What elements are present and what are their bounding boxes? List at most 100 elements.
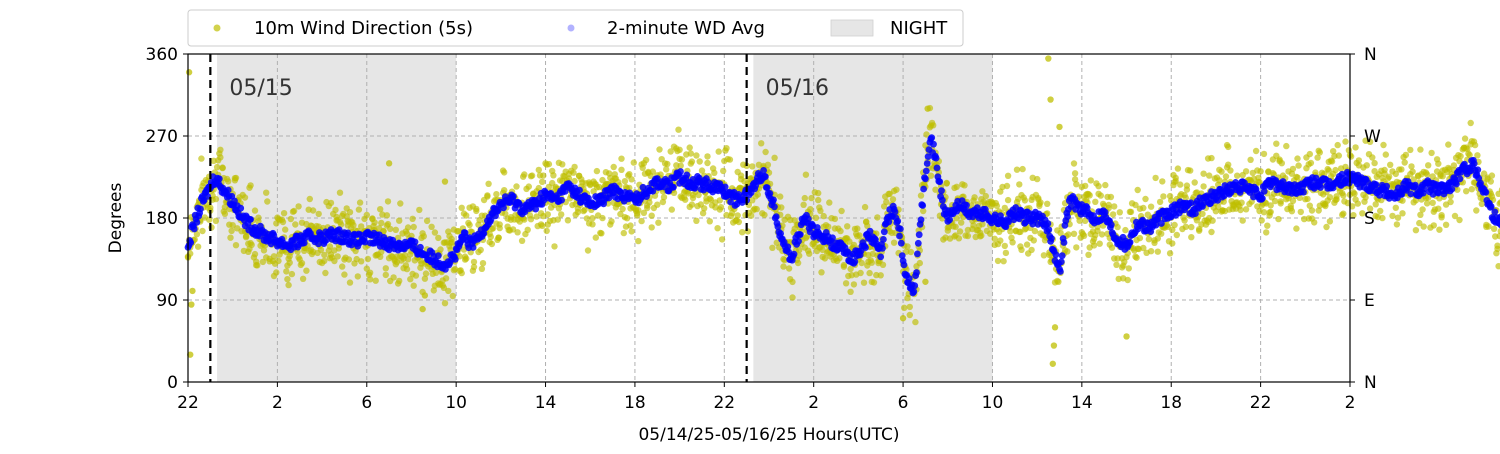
raw-wind-point	[917, 260, 923, 266]
raw-wind-point	[489, 241, 495, 247]
avg-wind-point	[881, 228, 888, 235]
raw-wind-point	[598, 230, 604, 236]
raw-wind-point	[796, 247, 802, 253]
raw-wind-point	[754, 206, 760, 212]
raw-wind-point	[1413, 227, 1419, 233]
raw-wind-point	[1082, 183, 1088, 189]
raw-wind-point	[416, 207, 422, 213]
raw-wind-point	[622, 178, 628, 184]
raw-wind-point	[1424, 171, 1430, 177]
raw-wind-point	[727, 156, 733, 162]
raw-wind-point	[1142, 196, 1148, 202]
raw-wind-point	[1317, 149, 1323, 155]
raw-wind-point	[1047, 96, 1053, 102]
raw-wind-point	[471, 259, 477, 265]
raw-wind-point	[1022, 197, 1028, 203]
raw-wind-point	[676, 147, 682, 153]
avg-wind-point	[930, 141, 937, 148]
raw-wind-point	[1447, 199, 1453, 205]
x-tick-label: 14	[535, 393, 557, 413]
raw-wind-point	[1468, 120, 1474, 126]
right-tick-label: N	[1364, 45, 1377, 65]
raw-wind-point	[707, 218, 713, 224]
raw-wind-point	[254, 262, 260, 268]
legend-avg-marker	[568, 25, 575, 32]
raw-wind-point	[1472, 142, 1478, 148]
raw-wind-point	[1173, 175, 1179, 181]
raw-wind-point	[844, 223, 850, 229]
raw-wind-point	[585, 247, 591, 253]
raw-wind-point	[385, 198, 391, 204]
raw-wind-point	[1098, 192, 1104, 198]
raw-wind-point	[1275, 216, 1281, 222]
right-tick-label: S	[1364, 209, 1375, 229]
raw-wind-point	[693, 152, 699, 158]
raw-wind-point	[718, 204, 724, 210]
raw-wind-point	[907, 312, 913, 318]
raw-wind-point	[1187, 167, 1193, 173]
raw-wind-point	[678, 163, 684, 169]
raw-wind-point	[687, 144, 693, 150]
avg-wind-point	[880, 236, 887, 243]
raw-wind-point	[337, 190, 343, 196]
raw-wind-point	[1495, 191, 1500, 197]
avg-wind-point	[247, 216, 254, 223]
raw-wind-point	[525, 227, 531, 233]
raw-wind-point	[815, 190, 821, 196]
raw-wind-point	[813, 215, 819, 221]
raw-wind-point	[1469, 186, 1475, 192]
raw-wind-point	[749, 163, 755, 169]
raw-wind-point	[1223, 173, 1229, 179]
raw-wind-point	[1238, 200, 1244, 206]
raw-wind-point	[350, 222, 356, 228]
raw-wind-point	[1298, 209, 1304, 215]
raw-wind-point	[1113, 262, 1119, 268]
raw-wind-point	[1092, 199, 1098, 205]
raw-wind-point	[994, 203, 1000, 209]
raw-wind-point	[409, 216, 415, 222]
raw-wind-point	[631, 159, 637, 165]
avg-wind-point	[892, 209, 899, 216]
avg-wind-point	[1108, 221, 1115, 228]
raw-wind-point	[405, 224, 411, 230]
raw-wind-point	[611, 164, 617, 170]
raw-wind-point	[1272, 198, 1278, 204]
raw-wind-point	[550, 172, 556, 178]
raw-wind-point	[295, 203, 301, 209]
raw-wind-point	[1355, 200, 1361, 206]
avg-wind-point	[919, 202, 926, 209]
raw-wind-point	[1463, 188, 1469, 194]
raw-wind-point	[1200, 183, 1206, 189]
raw-wind-point	[891, 240, 897, 246]
raw-wind-point	[649, 213, 655, 219]
raw-wind-point	[396, 278, 402, 284]
raw-wind-point	[1117, 209, 1123, 215]
raw-wind-point	[1024, 241, 1030, 247]
raw-wind-point	[847, 289, 853, 295]
raw-wind-point	[649, 224, 655, 230]
raw-wind-point	[961, 182, 967, 188]
raw-wind-point	[495, 235, 501, 241]
raw-wind-point	[1386, 174, 1392, 180]
raw-wind-point	[716, 148, 722, 154]
raw-wind-point	[646, 199, 652, 205]
x-axis-label: 05/14/25-05/16/25 Hours(UTC)	[638, 425, 899, 445]
x-tick-label: 2	[808, 393, 819, 413]
avg-wind-point	[915, 240, 922, 247]
raw-wind-point	[1377, 208, 1383, 214]
raw-wind-point	[339, 263, 345, 269]
raw-wind-point	[836, 255, 842, 261]
raw-wind-point	[282, 226, 288, 232]
raw-wind-point	[1091, 242, 1097, 248]
avg-wind-point	[1058, 258, 1065, 265]
raw-wind-point	[758, 140, 764, 146]
raw-wind-point	[1199, 211, 1205, 217]
raw-wind-point	[806, 251, 812, 257]
avg-wind-point	[916, 231, 923, 238]
avg-wind-point	[939, 197, 946, 204]
raw-wind-point	[1348, 153, 1354, 159]
raw-wind-point	[1085, 252, 1091, 258]
raw-wind-point	[514, 229, 520, 235]
raw-wind-point	[1327, 218, 1333, 224]
